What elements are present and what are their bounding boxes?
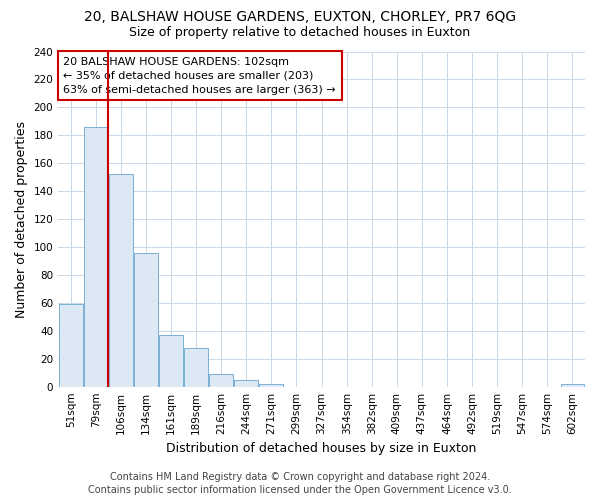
Bar bbox=[109, 174, 133, 386]
Bar bbox=[134, 252, 158, 386]
Bar bbox=[84, 127, 108, 386]
Bar bbox=[209, 374, 233, 386]
Bar bbox=[560, 384, 584, 386]
Y-axis label: Number of detached properties: Number of detached properties bbox=[15, 120, 28, 318]
Bar bbox=[235, 380, 258, 386]
Bar bbox=[59, 304, 83, 386]
Bar bbox=[259, 384, 283, 386]
Bar bbox=[159, 335, 183, 386]
Text: 20, BALSHAW HOUSE GARDENS, EUXTON, CHORLEY, PR7 6QG: 20, BALSHAW HOUSE GARDENS, EUXTON, CHORL… bbox=[84, 10, 516, 24]
Text: Size of property relative to detached houses in Euxton: Size of property relative to detached ho… bbox=[130, 26, 470, 39]
Bar bbox=[184, 348, 208, 387]
Text: 20 BALSHAW HOUSE GARDENS: 102sqm
← 35% of detached houses are smaller (203)
63% : 20 BALSHAW HOUSE GARDENS: 102sqm ← 35% o… bbox=[64, 56, 336, 94]
Text: Contains HM Land Registry data © Crown copyright and database right 2024.
Contai: Contains HM Land Registry data © Crown c… bbox=[88, 472, 512, 495]
X-axis label: Distribution of detached houses by size in Euxton: Distribution of detached houses by size … bbox=[166, 442, 477, 455]
